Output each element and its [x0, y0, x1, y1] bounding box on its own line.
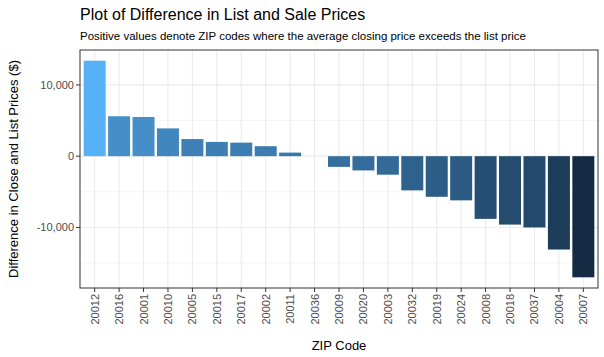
bar: [401, 156, 423, 190]
bar: [377, 156, 399, 175]
x-tick: [216, 288, 217, 292]
x-tick: [314, 288, 315, 292]
bar: [352, 156, 374, 170]
grid-line-x: [265, 50, 266, 288]
x-tick: [94, 288, 95, 292]
x-tick: [461, 288, 462, 292]
bar: [499, 156, 521, 224]
x-tick-label: 20009: [333, 294, 345, 325]
x-tick-label: 20018: [504, 294, 516, 325]
y-tick: [76, 227, 80, 228]
grid-line-x: [216, 50, 217, 288]
y-tick: [76, 84, 80, 85]
x-tick: [241, 288, 242, 292]
x-tick: [436, 288, 437, 292]
bar: [181, 139, 203, 156]
bar: [255, 146, 277, 156]
x-tick: [167, 288, 168, 292]
grid-line-x: [338, 50, 339, 288]
x-tick: [412, 288, 413, 292]
x-tick-label: 20037: [528, 294, 540, 325]
x-tick-label: 20019: [431, 294, 443, 325]
x-tick-label: 20015: [211, 294, 223, 325]
x-tick: [290, 288, 291, 292]
title: Plot of Difference in List and Sale Pric…: [80, 6, 365, 23]
grid-line-x: [290, 50, 291, 288]
x-tick: [363, 288, 364, 292]
x-tick-label: 20032: [406, 294, 418, 325]
bar: [133, 117, 155, 156]
bar: [328, 156, 350, 167]
grid-line-x: [241, 50, 242, 288]
x-tick: [265, 288, 266, 292]
x-tick: [558, 288, 559, 292]
y-tick-label: -10,000: [37, 221, 74, 233]
chart-svg: Plot of Difference in List and Sale Pric…: [0, 0, 604, 357]
bar: [108, 116, 130, 156]
x-tick-label: 20011: [284, 294, 296, 324]
y-tick-label: 0: [68, 150, 74, 162]
bar: [206, 142, 228, 156]
x-tick-label: 20008: [480, 294, 492, 325]
bars: [84, 61, 595, 278]
x-tick-label: 20004: [553, 294, 565, 325]
x-tick-label: 20016: [113, 294, 125, 325]
x-tick: [339, 288, 340, 292]
bar: [279, 153, 301, 157]
bar: [523, 156, 545, 227]
x-tick: [143, 288, 144, 292]
chart-container: Plot of Difference in List and Sale Pric…: [0, 0, 604, 357]
bar: [548, 156, 570, 249]
bar: [475, 156, 497, 219]
x-tick: [119, 288, 120, 292]
x-tick: [583, 288, 584, 292]
bar: [84, 61, 106, 156]
bar: [572, 156, 594, 277]
x-tick-label: 20024: [455, 294, 467, 325]
grid-line-x: [119, 50, 120, 288]
x-tick-label: 20001: [138, 294, 150, 325]
x-tick-label: 20003: [382, 294, 394, 325]
x-tick: [534, 288, 535, 292]
panel: [80, 50, 598, 288]
bar: [426, 156, 448, 197]
subtitle: Positive values denote ZIP codes where t…: [80, 30, 526, 42]
x-tick-label: 20020: [357, 294, 369, 325]
x-tick-label: 20017: [235, 294, 247, 325]
x-tick: [192, 288, 193, 292]
y-tick-label: 10,000: [40, 79, 74, 91]
x-tick-label: 20007: [577, 294, 589, 325]
x-axis-title: ZIP Code: [312, 338, 367, 353]
y-tick: [76, 156, 80, 157]
bar: [157, 128, 179, 156]
grid-line-x: [143, 50, 144, 288]
grid-line-x: [314, 50, 315, 288]
panel-border: [80, 50, 598, 288]
x-tick: [387, 288, 388, 292]
grid-line-x: [192, 50, 193, 288]
y-axis-title: Difference in Close and List Prices ($): [6, 60, 21, 278]
x-tick-label: 20002: [260, 294, 272, 325]
x-tick: [510, 288, 511, 292]
bar: [230, 143, 252, 157]
x-tick-label: 20005: [186, 294, 198, 325]
grid-line-x: [167, 50, 168, 288]
bar: [304, 156, 326, 157]
x-tick-label: 20010: [162, 294, 174, 325]
x-tick-label: 20012: [89, 294, 101, 325]
x-tick: [485, 288, 486, 292]
bar: [450, 156, 472, 200]
x-tick-label: 20036: [309, 294, 321, 325]
